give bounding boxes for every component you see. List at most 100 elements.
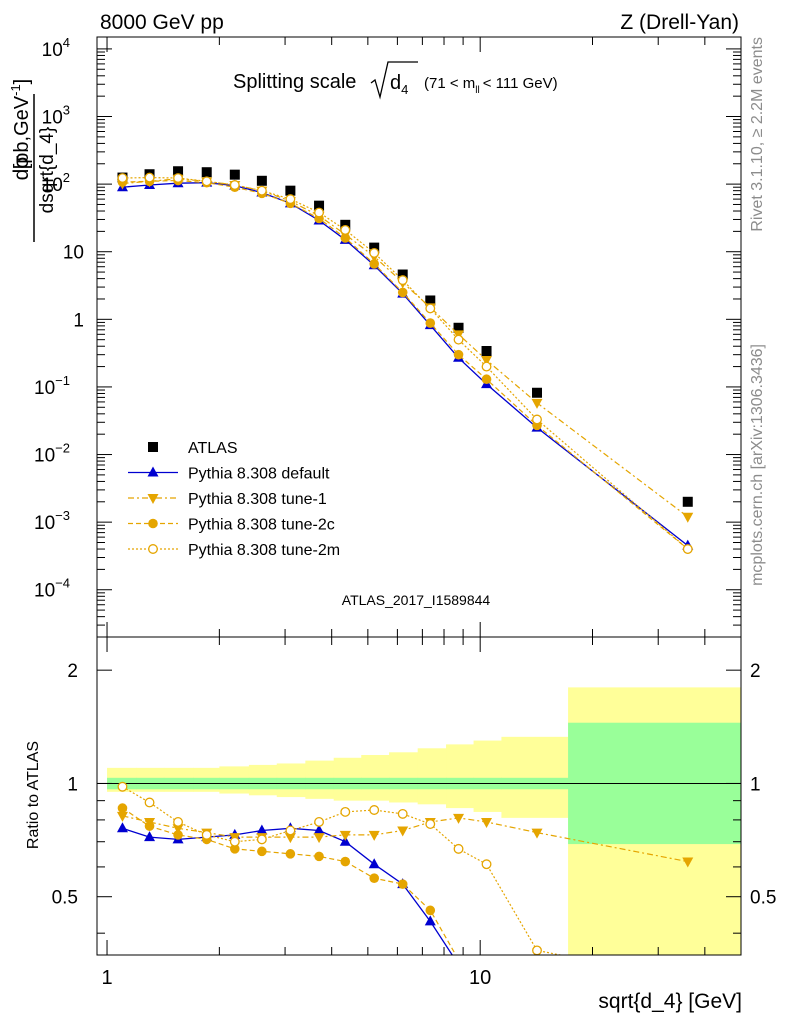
title-sqrt-sign: [370, 61, 418, 100]
main-tune2m-point: [340, 224, 351, 235]
main-atlas-point: [369, 242, 380, 253]
ratio-tune2c-point: [117, 803, 128, 813]
ratio-tune2m-point: [201, 829, 212, 840]
legend-label: Pythia 8.308 tune-2m: [188, 542, 340, 559]
y-tick-base: 10: [63, 243, 84, 264]
band-outer: [417, 748, 447, 805]
main-tune2c-point: [453, 349, 464, 360]
main-tune2c-point: [369, 259, 380, 269]
main-atlas-point: [453, 322, 464, 333]
y-tick-base: 10: [34, 513, 55, 534]
header-left: 8000 GeV pp: [100, 11, 224, 34]
ratio-y-tick-label-right: 1: [750, 774, 761, 795]
main-tune2m-line: [122, 176, 689, 550]
ratio-plot-data: [116, 781, 694, 997]
main-atlas-point: [229, 169, 240, 180]
ylabel-unit: [pb,GeV-1]: [8, 79, 33, 170]
ratio-tune2c-point: [532, 987, 542, 997]
band-outer: [473, 740, 502, 812]
ylabel-numerator: dσ: [10, 156, 33, 181]
legend-label: Pythia 8.308 default: [188, 466, 330, 483]
y-tick-base: 10: [34, 446, 55, 467]
title-prefix: Splitting scale: [233, 71, 356, 93]
ratio-tune1-point: [368, 830, 380, 841]
ratio-tune2c-line: [122, 807, 457, 955]
main-atlas-point: [256, 175, 267, 186]
legend-label: Pythia 8.308 tune-2c: [188, 517, 335, 534]
main-default-line: [122, 182, 689, 547]
main-ylabel: dσ dsqrt{d_4}: [10, 94, 58, 242]
ratio-tune2m-point: [229, 836, 240, 847]
y-tick-base: 10: [34, 378, 55, 399]
y-tick-base: 1: [73, 310, 84, 331]
ratio-tune2m-point: [481, 859, 492, 870]
ratio-y-tick-label-right: 2: [750, 661, 761, 682]
x-tick-label: 1: [101, 967, 112, 989]
main-atlas-point: [340, 219, 351, 230]
main-tune2c-line: [122, 179, 689, 550]
title-sqrt-var: d: [390, 72, 401, 94]
ratio-tune2c-point: [173, 830, 183, 840]
main-tune2m-point: [256, 185, 267, 196]
x-tick-label: 10: [469, 967, 491, 989]
main-tune2m-point: [369, 247, 380, 258]
main-atlas-point: [397, 269, 408, 280]
y-tick-base: 10: [42, 175, 63, 196]
y-tick-exp: 2: [63, 170, 70, 185]
main-tune2m-point: [144, 172, 155, 183]
y-tick-exp: −4: [55, 576, 70, 591]
legend-marker: [147, 494, 159, 504]
title-mass-open: (71 < m: [424, 75, 475, 92]
ylabel-unit-exp: -1: [8, 84, 23, 96]
ratio-tune1-line: [122, 815, 688, 863]
main-tune2c-point: [425, 318, 436, 328]
y-tick-label: 10−2: [34, 441, 70, 467]
ratio-tune2m-point: [453, 843, 464, 854]
ratio-tune2c-point: [425, 905, 436, 916]
y-tick-exp: 3: [63, 103, 70, 118]
legend-marker: [148, 544, 158, 554]
ratio-uncertainty-bands: [107, 687, 741, 955]
header-right: Z (Drell-Yan): [620, 11, 739, 34]
legend-marker: [148, 518, 158, 529]
title-mass-sub: ll: [475, 85, 479, 96]
ratio-tune2c-point: [257, 846, 267, 857]
main-atlas-point: [682, 496, 693, 507]
legend-label: Pythia 8.308 tune-1: [188, 491, 327, 508]
ratio-default-point: [453, 959, 464, 969]
ratio-tune2c-point: [340, 856, 351, 867]
ylabel-denominator: dsqrt{d_4}: [37, 127, 58, 214]
main-ylabel-unit: [pb,GeV-1]: [8, 79, 33, 170]
ratio-tune2m-point: [369, 805, 380, 815]
main-tune2m-point: [285, 194, 296, 205]
y-tick-exp: −3: [55, 508, 70, 523]
main-tune2m-point: [532, 414, 542, 425]
legend-label: ATLAS: [188, 440, 238, 457]
y-tick-label: 10−4: [34, 576, 70, 602]
ratio-tune2m-point: [340, 806, 351, 817]
ratio-tune2c-point: [457, 954, 460, 955]
ratio-default-point: [256, 824, 268, 835]
y-tick-label: 1: [73, 310, 84, 331]
ylabel-unit-close: ]: [11, 79, 33, 85]
ratio-tune1-point: [172, 824, 184, 835]
y-tick-label: 102: [42, 170, 70, 196]
y-tick-exp: 4: [63, 35, 70, 50]
ratio-default-point: [424, 915, 436, 926]
band-outer: [446, 744, 475, 809]
ratio-tune1-point: [116, 811, 128, 822]
main-tune2c-point: [481, 374, 492, 385]
legend-marker: [148, 442, 158, 452]
ratio-tune2m-point: [117, 781, 128, 792]
y-tick-label: 104: [42, 35, 70, 61]
main-atlas-point: [201, 167, 212, 178]
ratio-tune2c-point: [397, 879, 408, 889]
main-tune1-point: [531, 398, 543, 409]
ratio-tune2m-line: [122, 786, 564, 955]
analysis-id: ATLAS_2017_I1589844: [342, 592, 491, 608]
ratio-frame: [96, 636, 742, 956]
main-tune2m-point: [682, 544, 693, 554]
main-atlas-point: [285, 185, 296, 196]
